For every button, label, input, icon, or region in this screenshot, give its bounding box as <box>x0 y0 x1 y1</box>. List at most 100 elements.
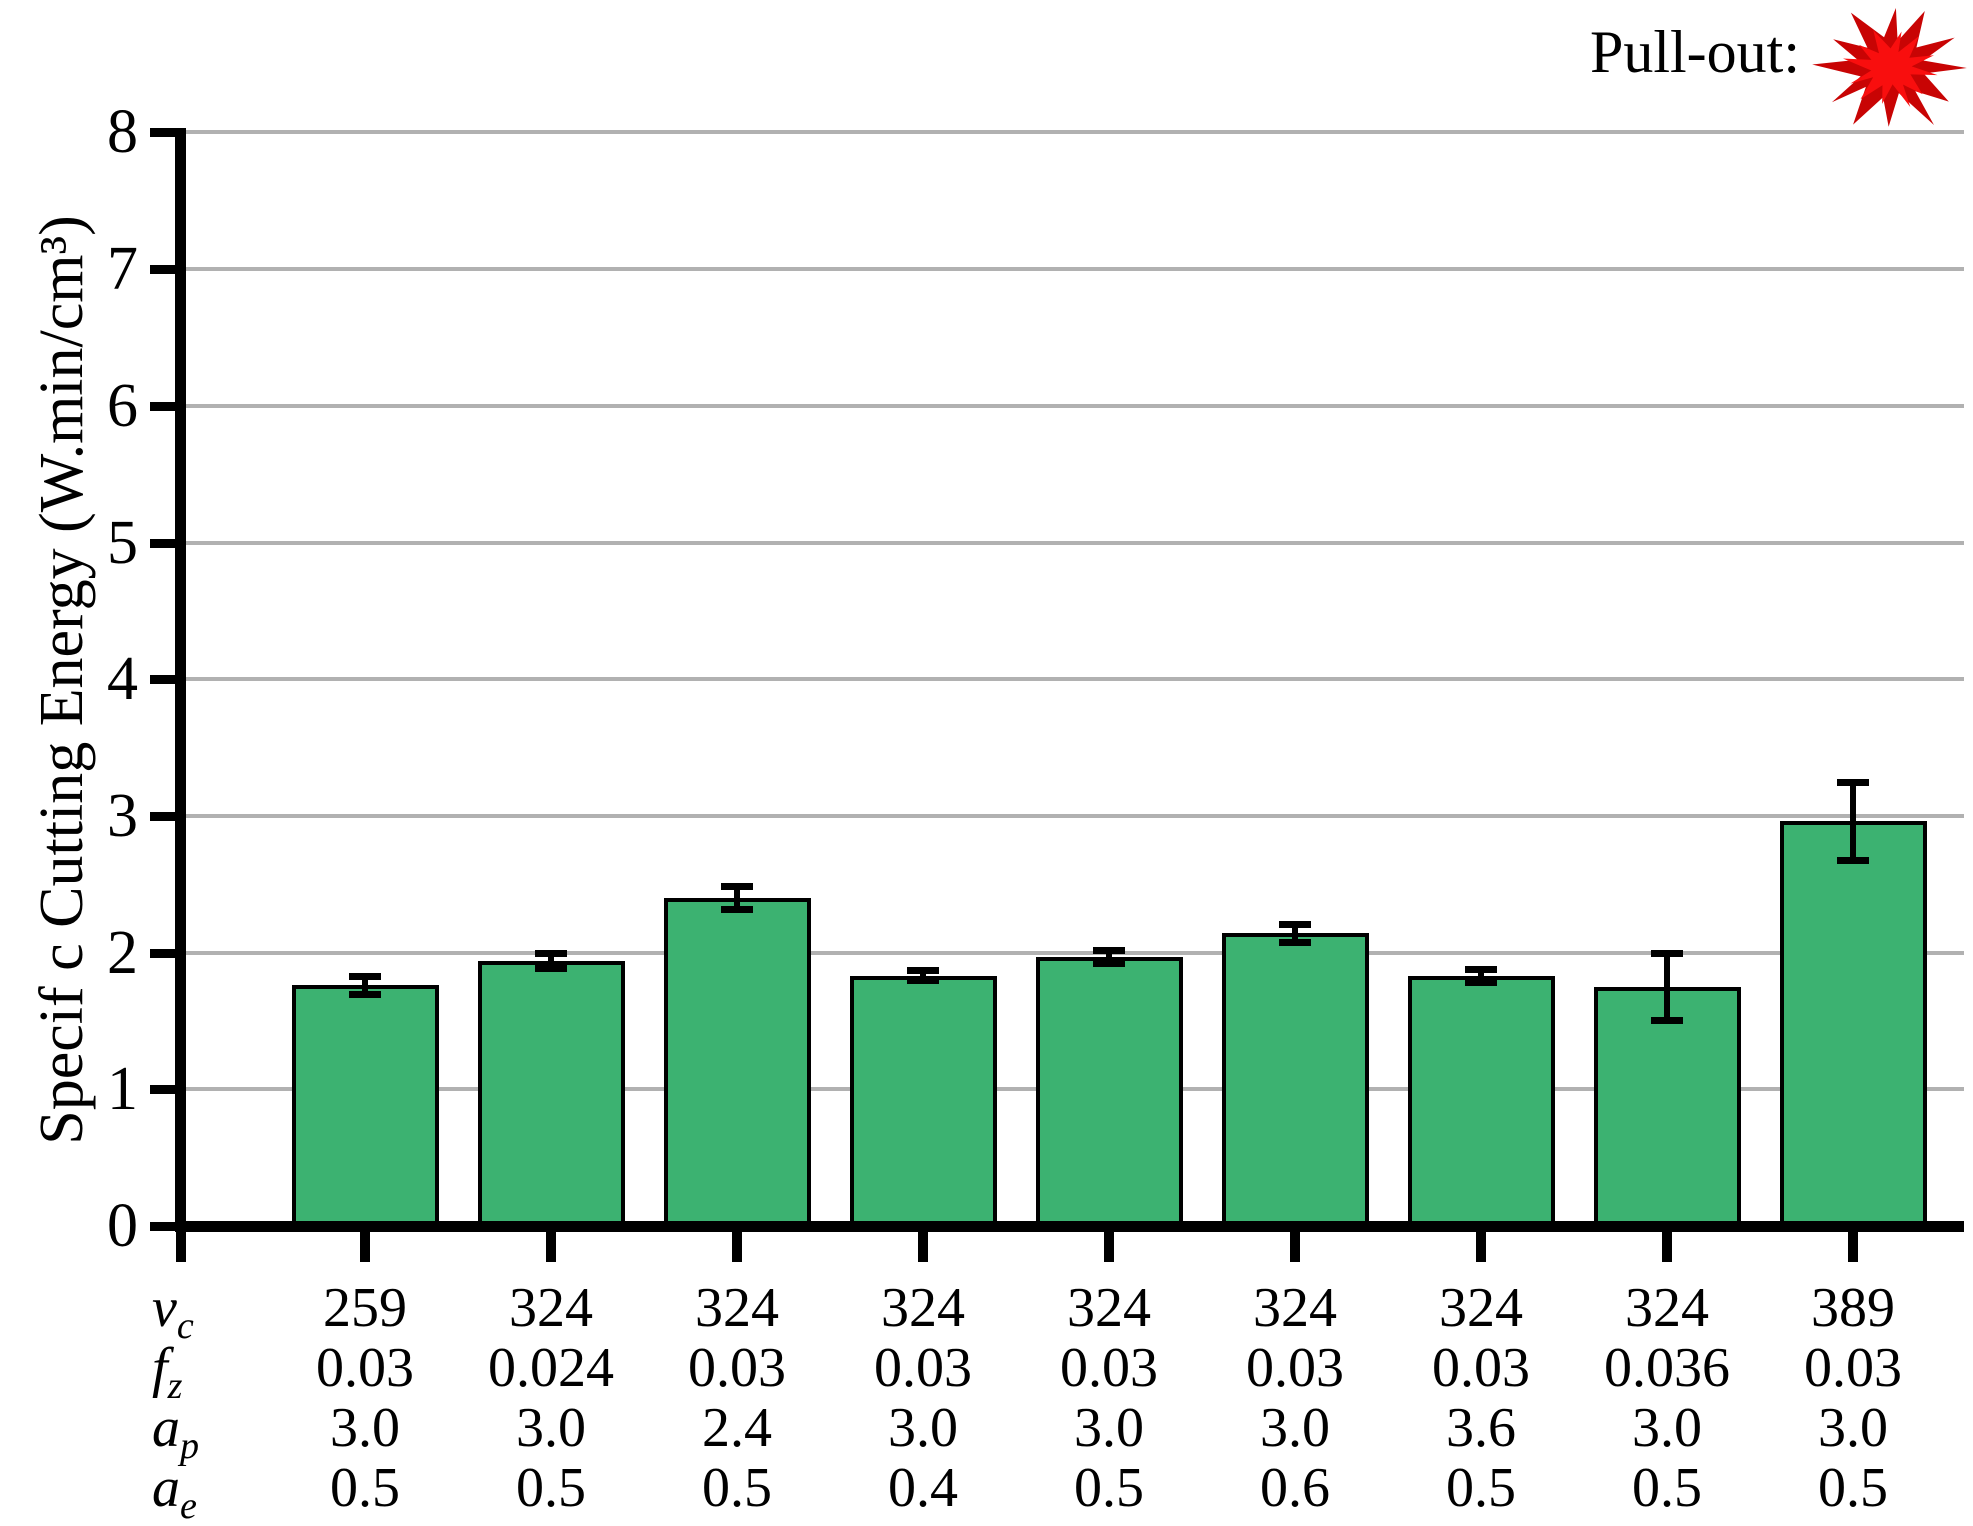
error-bar-cap-top <box>349 972 381 980</box>
y-tick-label: 7 <box>107 235 138 304</box>
bar <box>291 985 439 1230</box>
bar <box>1221 933 1369 1230</box>
param-value: 0.6 <box>1260 1457 1330 1519</box>
param-value: 0.5 <box>330 1457 400 1519</box>
y-gridline <box>186 813 1964 818</box>
error-bar <box>1478 969 1484 983</box>
y-tick <box>150 265 186 275</box>
bar <box>1035 956 1183 1230</box>
bar <box>477 960 625 1230</box>
bar <box>1779 821 1927 1230</box>
x-tick <box>360 1231 370 1262</box>
error-bar-cap-top <box>907 967 939 975</box>
bar <box>663 897 811 1230</box>
y-tick <box>150 538 186 548</box>
error-bar-cap-top <box>1279 920 1311 928</box>
param-value: 259 <box>323 1277 407 1339</box>
x-tick <box>732 1231 742 1262</box>
x-tick <box>176 1231 186 1262</box>
param-row-label-ap: ap <box>152 1397 200 1468</box>
x-tick <box>1290 1231 1300 1262</box>
y-tick <box>150 675 186 685</box>
x-tick <box>1848 1231 1858 1262</box>
param-value: 2.4 <box>702 1397 772 1459</box>
param-value: 3.0 <box>1074 1397 1144 1459</box>
param-value: 324 <box>1625 1277 1709 1339</box>
error-bar-cap-top <box>1465 966 1497 973</box>
param-value: 0.4 <box>888 1457 958 1519</box>
y-tick-label: 4 <box>107 645 138 714</box>
error-bar-cap-bottom <box>1465 978 1497 986</box>
param-value: 0.03 <box>688 1337 786 1399</box>
param-value: 324 <box>1253 1277 1337 1339</box>
y-tick <box>150 128 186 138</box>
error-bar-cap-top <box>535 949 567 957</box>
legend-label: Pull-out: <box>1589 19 1800 85</box>
error-bar <box>362 975 368 995</box>
error-bar-cap-top <box>721 882 753 890</box>
error-bar-cap-bottom <box>349 990 381 998</box>
pull-out-starburst-icon <box>1812 8 1967 127</box>
y-gridline <box>186 403 1964 408</box>
y-gridline <box>186 677 1964 682</box>
param-value: 324 <box>695 1277 779 1339</box>
y-gridline <box>186 130 1964 135</box>
error-bar <box>920 970 926 982</box>
error-bar <box>1664 952 1670 1021</box>
y-tick <box>150 948 186 958</box>
param-value: 0.03 <box>874 1337 972 1399</box>
error-bar-cap-bottom <box>535 965 567 972</box>
param-value: 3.0 <box>330 1397 400 1459</box>
param-value: 0.5 <box>1632 1457 1702 1519</box>
param-value: 0.036 <box>1604 1337 1730 1399</box>
error-bar-cap-top <box>1837 778 1869 786</box>
error-bar-cap-top <box>1093 946 1125 954</box>
y-tick <box>150 1085 186 1095</box>
error-bar <box>1850 781 1856 861</box>
error-bar-cap-top <box>1651 949 1683 957</box>
param-value: 389 <box>1811 1277 1895 1339</box>
param-value: 3.0 <box>1632 1397 1702 1459</box>
param-value: 3.6 <box>1446 1397 1516 1459</box>
y-tick-label: 0 <box>107 1192 138 1260</box>
x-tick <box>546 1231 556 1262</box>
y-tick-label: 5 <box>107 508 138 577</box>
param-value: 0.5 <box>1818 1457 1888 1519</box>
starburst-inner-shape <box>1842 30 1938 108</box>
error-bar <box>548 952 554 969</box>
y-tick <box>150 811 186 821</box>
y-tick-label: 8 <box>107 98 138 167</box>
error-bar-cap-bottom <box>1837 857 1869 864</box>
param-value: 3.0 <box>516 1397 586 1459</box>
param-value: 324 <box>1439 1277 1523 1339</box>
x-axis-baseline <box>175 1220 1964 1232</box>
param-row-label-vc: vc <box>152 1277 194 1348</box>
error-bar-cap-bottom <box>1279 939 1311 947</box>
param-value: 324 <box>881 1277 965 1339</box>
y-gridline <box>186 267 1964 272</box>
error-bar <box>1292 923 1298 944</box>
error-bar-cap-bottom <box>1651 1016 1683 1024</box>
param-value: 324 <box>509 1277 593 1339</box>
param-value: 3.0 <box>888 1397 958 1459</box>
param-value: 0.03 <box>1432 1337 1530 1399</box>
param-value: 0.5 <box>1446 1457 1516 1519</box>
y-gridline <box>186 950 1964 955</box>
y-tick <box>150 1222 186 1231</box>
param-value: 0.5 <box>1074 1457 1144 1519</box>
bar <box>849 975 997 1230</box>
x-tick <box>1104 1231 1114 1262</box>
x-tick <box>918 1231 928 1262</box>
error-bar <box>734 885 740 911</box>
error-bar-cap-bottom <box>907 977 939 985</box>
y-tick <box>150 401 186 411</box>
param-value: 0.03 <box>1060 1337 1158 1399</box>
param-value: 0.03 <box>1804 1337 1902 1399</box>
y-tick-label: 2 <box>107 918 138 987</box>
error-bar-cap-bottom <box>1093 959 1125 967</box>
param-value: 3.0 <box>1818 1397 1888 1459</box>
param-row-label-fz: fz <box>152 1337 183 1408</box>
param-value: 0.5 <box>702 1457 772 1519</box>
param-row-label-ae: ae <box>152 1457 197 1526</box>
